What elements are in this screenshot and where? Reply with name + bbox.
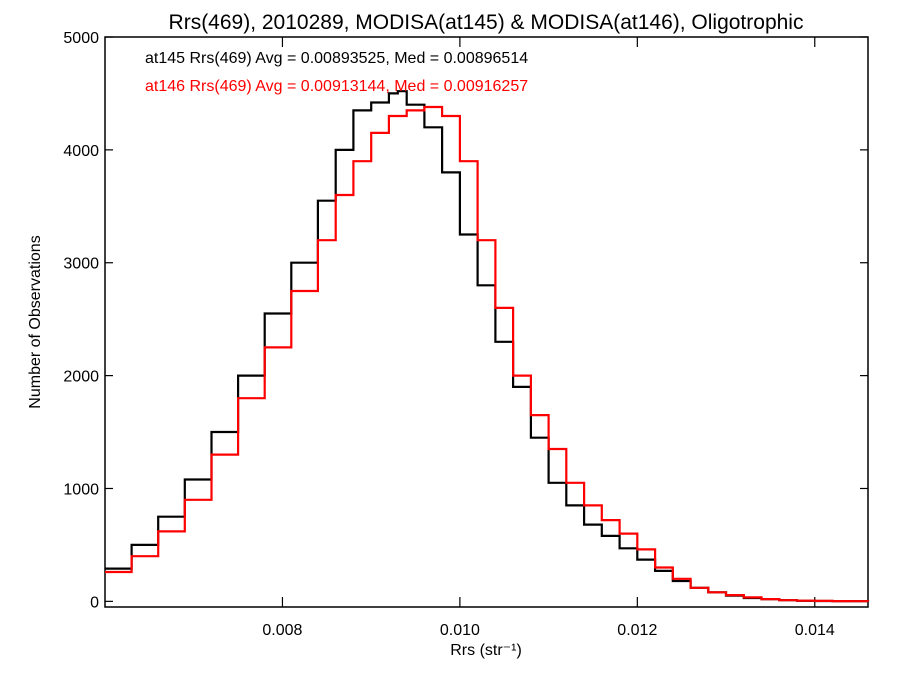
series-at145-line (105, 90, 870, 603)
x-axis: 0.008 0.010 0.012 0.014 (262, 37, 835, 639)
x-axis-label: Rrs (str⁻¹) (450, 642, 522, 659)
chart-title: Rrs(469), 2010289, MODISA(at145) & MODIS… (169, 11, 804, 34)
x-tick-label: 0.014 (795, 622, 835, 639)
y-tick-label: 5000 (63, 30, 99, 47)
y-tick-label: 3000 (63, 256, 99, 273)
y-axis: 0 1000 2000 3000 4000 5000 (63, 30, 868, 611)
legend-entry-at146: at146 Rrs(469) Avg = 0.00913144, Med = 0… (145, 78, 528, 95)
y-tick-label: 0 (90, 594, 99, 611)
x-tick-label: 0.008 (262, 622, 302, 639)
legend-entry-at145: at145 Rrs(469) Avg = 0.00893525, Med = 0… (145, 50, 528, 67)
series-layer (105, 90, 870, 603)
x-tick-label: 0.010 (440, 622, 480, 639)
y-axis-label: Number of Observations (27, 235, 44, 408)
y-tick-label: 1000 (63, 481, 99, 498)
x-tick-label: 0.012 (617, 622, 657, 639)
series-at146-line (105, 105, 870, 603)
plot-frame (104, 36, 869, 608)
y-tick-label: 2000 (63, 369, 99, 386)
y-tick-label: 4000 (63, 143, 99, 160)
